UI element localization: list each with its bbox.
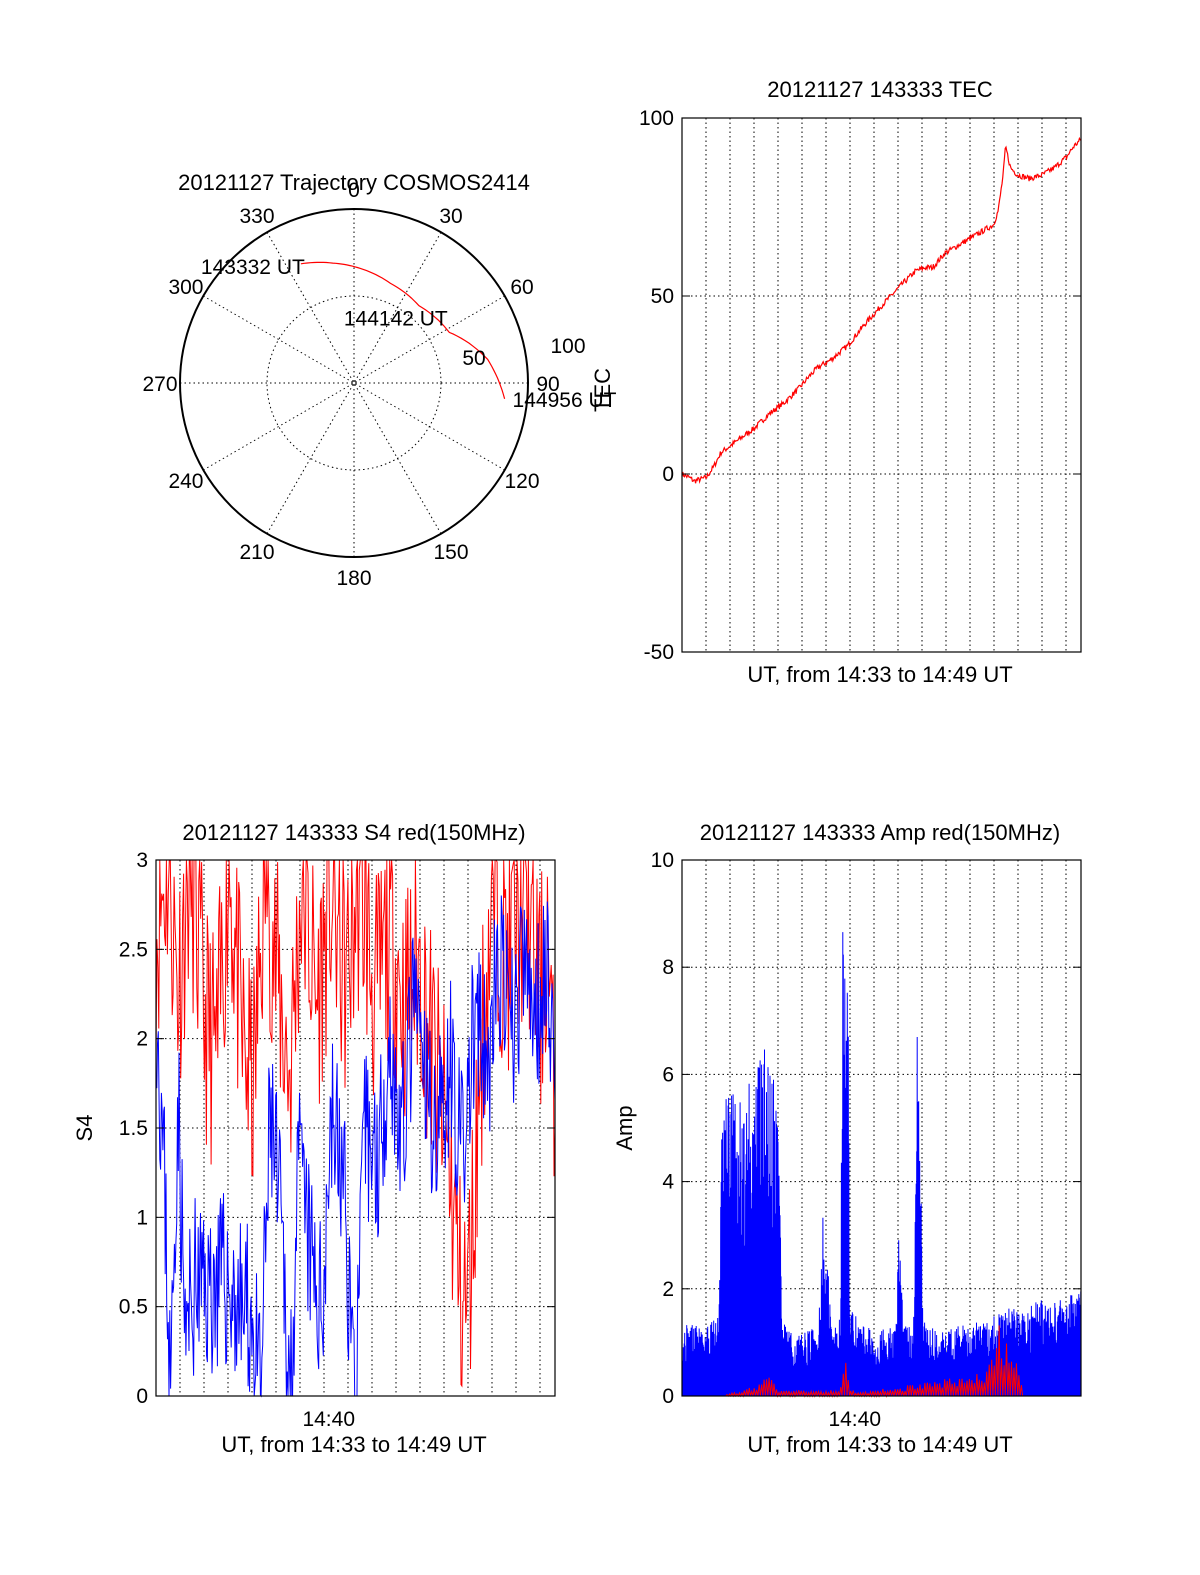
s4-x-ticks: 14:40 (302, 1408, 355, 1431)
polar-labels: 0 30 60 90 120 150 180 210 240 270 300 330 50 100 1433… (142, 179, 616, 590)
amp-frame (681, 859, 1082, 1397)
s4-ytick-label: 2.5 (119, 938, 148, 961)
polar-azimuth-label: 60 (510, 276, 533, 299)
amp-ytick-label: 4 (662, 1171, 674, 1194)
polar-title: 20121127 Trajectory COSMOS2414 (178, 170, 530, 195)
trajectory-line (300, 261, 506, 399)
amp-ytick-label: 6 (662, 1063, 674, 1086)
tec-series-line (681, 136, 1082, 485)
amp-x-ticks: 14:40 (828, 1408, 881, 1431)
tec-grid (682, 118, 1081, 652)
polar-azimuth-label: 90 (536, 373, 559, 396)
tec-title: 20121127 143333 TEC (767, 77, 993, 102)
polar-azimuth-label: 120 (504, 470, 539, 493)
s4-blue-path (155, 895, 556, 1398)
s4-y-ticks: 3 2.5 2 1.5 1 0.5 0 (119, 849, 555, 1408)
tec-ytick-label: 100 (639, 107, 674, 130)
polar-azimuth-label: 210 (239, 541, 274, 564)
s4-red-series (155, 859, 556, 1388)
s4-ytick-label: 1.5 (119, 1117, 148, 1140)
s4-title: 20121127 143333 S4 red(150MHz) (182, 820, 525, 845)
s4-ylabel: S4 (72, 1115, 97, 1142)
amp-ylabel: Amp (612, 1105, 637, 1150)
s4-ytick-label: 1 (136, 1206, 148, 1229)
s4-xtick-label: 14:40 (302, 1408, 355, 1431)
s4-xlabel: UT, from 14:33 to 14:49 UT (221, 1432, 486, 1457)
s4-panel: 20121127 143333 S4 red(150MHz) 3 2.5 2 1.5 1… (72, 820, 556, 1457)
amp-title: 20121127 143333 Amp red(150MHz) (700, 820, 1060, 845)
polar-radial-label: 100 (550, 335, 585, 358)
s4-blue-series (155, 895, 556, 1398)
tec-ytick-label: 0 (662, 463, 674, 486)
tec-ytick-label: 50 (651, 285, 674, 308)
polar-radial-label: 50 (462, 347, 485, 370)
polar-tec-label: TEC (590, 368, 615, 412)
amp-ytick-label: 0 (662, 1385, 674, 1408)
polar-azimuth-label: 270 (142, 373, 177, 396)
s4-ytick-label: 3 (136, 849, 148, 872)
s4-red-path (155, 859, 556, 1388)
polar-azimuth-label: 0 (348, 179, 360, 202)
amp-blue-series (681, 932, 1082, 1397)
s4-ytick-label: 0 (136, 1385, 148, 1408)
trajectory-time-label: 143332 UT (201, 256, 305, 279)
polar-azimuth-label: 240 (168, 470, 203, 493)
polar-azimuth-label: 180 (336, 567, 371, 590)
tec-y-ticks: 100 50 0 -50 (639, 107, 1081, 664)
polar-grid (179, 208, 529, 558)
trajectory-time-label: 144956 UT (513, 389, 617, 412)
amp-ytick-label: 8 (662, 956, 674, 979)
tec-xlabel: UT, from 14:33 to 14:49 UT (747, 662, 1012, 687)
polar-azimuth-label: 30 (439, 205, 462, 228)
tec-frame (681, 117, 1082, 653)
polar-azimuth-label: 330 (239, 205, 274, 228)
s4-ytick-label: 2 (136, 1028, 148, 1051)
amp-panel: 20121127 143333 Amp red(150MHz) 1086420 … (612, 820, 1082, 1457)
polar-panel: 20121127 Trajectory COSMOS2414 0 30 60 90 12… (142, 170, 616, 590)
s4-ytick-label: 0.5 (119, 1296, 148, 1319)
amp-xlabel: UT, from 14:33 to 14:49 UT (747, 1432, 1012, 1457)
polar-azimuth-label: 300 (168, 276, 203, 299)
amp-blue-path (681, 932, 1082, 1397)
tec-ytick-label: -50 (644, 641, 674, 664)
amp-xtick-label: 14:40 (828, 1408, 881, 1431)
amp-ytick-label: 10 (651, 849, 674, 872)
trajectory-time-label: 144142 UT (344, 308, 448, 331)
tec-panel: 20121127 143333 TEC 100 50 0 -50 UT, from 1… (639, 77, 1082, 687)
amp-y-ticks: 10 8 6 4 2 0 (651, 849, 1081, 1408)
polar-azimuth-label: 150 (433, 541, 468, 564)
amp-ytick-label: 2 (662, 1278, 674, 1301)
